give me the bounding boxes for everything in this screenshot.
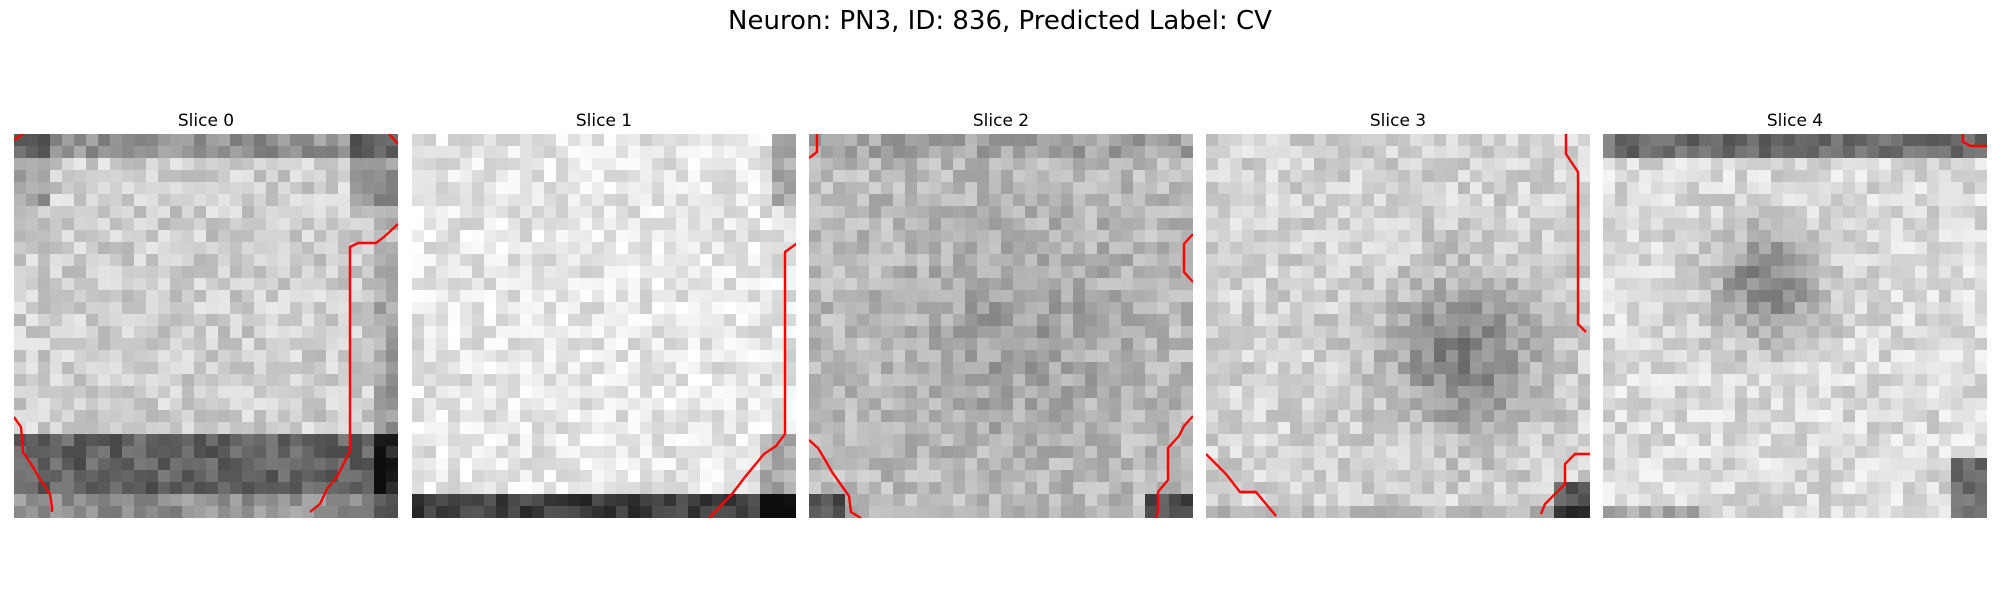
- contour-line: [1182, 233, 1193, 283]
- slice-image-1: [412, 134, 796, 518]
- figure-title: Neuron: PN3, ID: 836, Predicted Label: C…: [728, 6, 1272, 36]
- contour-line: [1961, 134, 1987, 148]
- contour-line: [809, 439, 862, 518]
- contour-line: [388, 134, 398, 145]
- slice-panel-4: Slice 4: [1603, 110, 1987, 518]
- contour-line: [1539, 452, 1590, 515]
- slice-panel-2: Slice 2: [809, 110, 1193, 518]
- contour-line: [708, 243, 796, 518]
- slice-image-0: [14, 134, 398, 518]
- slice-title: Slice 3: [1369, 111, 1427, 131]
- slice-image-2: [809, 134, 1193, 518]
- slice-panel-1: Slice 1: [412, 110, 796, 518]
- contour-line: [14, 416, 54, 512]
- contour-line: [309, 223, 398, 513]
- contour-line: [1564, 134, 1587, 333]
- slice-title: Slice 4: [1766, 111, 1824, 131]
- slice-title: Slice 1: [575, 111, 633, 131]
- contour-line: [1206, 453, 1277, 517]
- contour-line: [809, 134, 819, 159]
- contour-line: [1154, 415, 1193, 518]
- contour-line: [14, 134, 25, 141]
- slice-panel-0: Slice 0: [14, 110, 398, 518]
- slice-panel-3: Slice 3: [1206, 110, 1590, 518]
- slice-image-4: [1603, 134, 1987, 518]
- slice-title: Slice 0: [177, 111, 235, 131]
- slice-image-3: [1206, 134, 1590, 518]
- slice-title: Slice 2: [972, 111, 1030, 131]
